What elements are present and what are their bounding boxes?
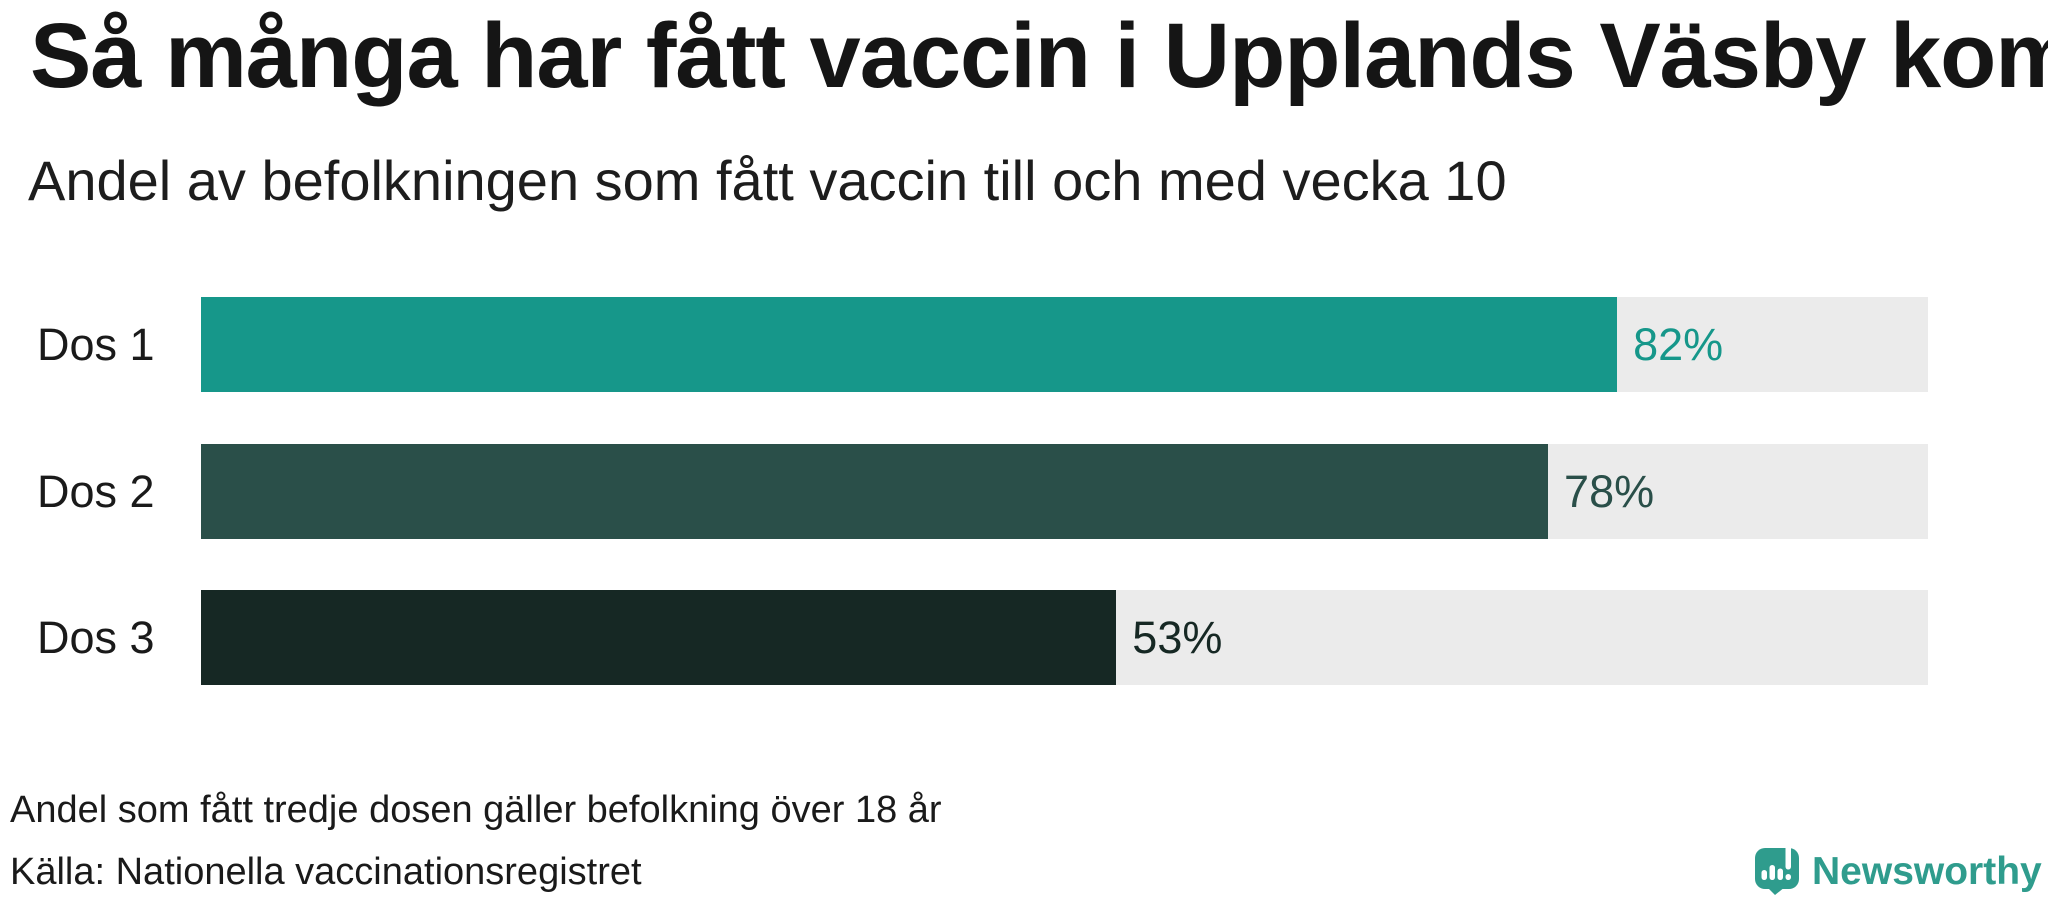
- bar-fill-dos1: [201, 297, 1618, 392]
- bar-track-dos1: 82%: [201, 297, 1928, 392]
- bar-fill-dos2: [201, 444, 1549, 539]
- category-label-dos3: Dos 3: [37, 611, 155, 663]
- newsworthy-logo-text: Newsworthy: [1812, 849, 2042, 893]
- value-label-dos1: 82%: [1633, 318, 1724, 370]
- chart-subtitle: Andel av befolkningen som fått vaccin ti…: [28, 149, 1507, 212]
- chart-footnote: Andel som fått tredje dosen gäller befol…: [10, 789, 942, 831]
- newsworthy-logo: Newsworthy: [1754, 843, 2042, 900]
- chart-title: Så många har fått vaccin i Upplands Väsb…: [30, 5, 2048, 107]
- category-label-dos2: Dos 2: [37, 465, 155, 517]
- bar-row-dos1: Dos 1 82%: [0, 297, 2048, 392]
- chart-source: Källa: Nationella vaccinationsregistret: [10, 851, 642, 893]
- bar-fill-dos3: [201, 590, 1117, 685]
- newsworthy-logo-icon: [1754, 843, 1800, 900]
- bar-row-dos3: Dos 3 53%: [0, 590, 2048, 685]
- bar-row-dos2: Dos 2 78%: [0, 444, 2048, 539]
- bar-track-dos3: 53%: [201, 590, 1928, 685]
- value-label-dos2: 78%: [1564, 465, 1655, 517]
- category-label-dos1: Dos 1: [37, 318, 155, 370]
- value-label-dos3: 53%: [1132, 611, 1223, 663]
- bar-track-dos2: 78%: [201, 444, 1928, 539]
